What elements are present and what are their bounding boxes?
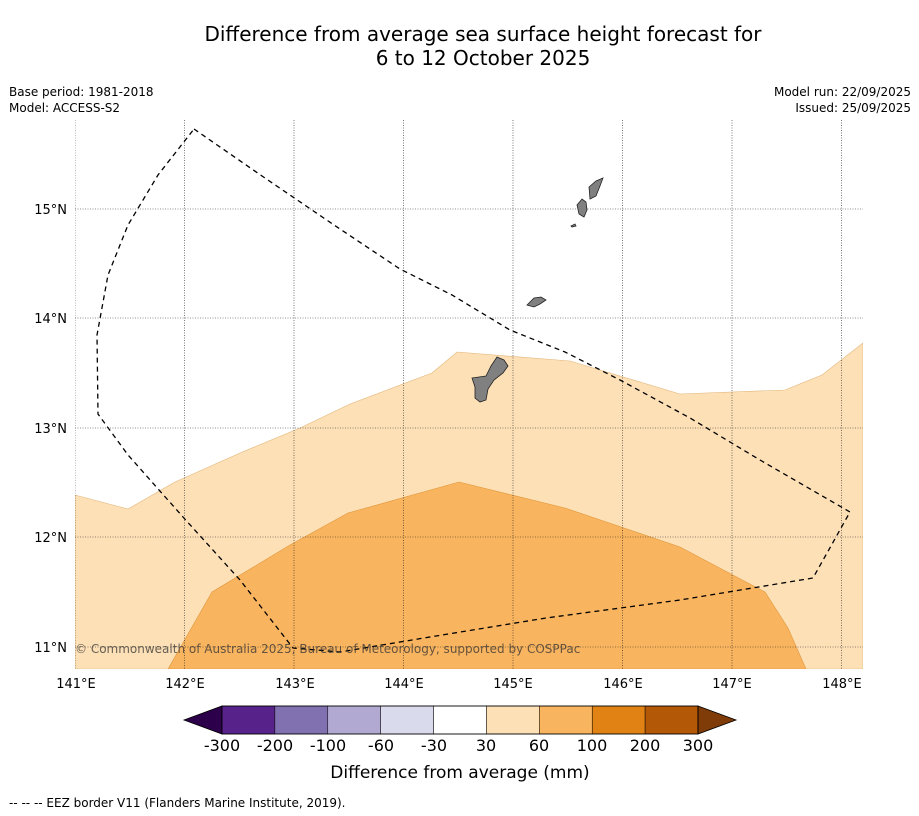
colorbar-segment [539, 705, 593, 735]
colorbar-tick-label: -300 [204, 736, 240, 755]
issued-date: Issued: 25/09/2025 [795, 101, 911, 115]
lon-tick-label: 144°E [384, 677, 424, 692]
lon-tick-label: 145°E [493, 677, 533, 692]
colorbar-tick-label: -100 [310, 736, 346, 755]
colorbar-tick-label: -30 [421, 736, 447, 755]
lon-ticks: 141°E 142°E 143°E 144°E 145°E 146°E 147°… [56, 677, 862, 692]
colorbar-tick-label: 200 [630, 736, 661, 755]
map-area [75, 120, 863, 669]
colorbar-over-arrow [697, 705, 738, 735]
colorbar-tick-label: -200 [257, 736, 293, 755]
copyright-notice: © Commonwealth of Australia 2025, Bureau… [75, 642, 580, 656]
colorbar-ticks: -300 -200 -100 -60 -30 30 60 100 200 300 [204, 736, 713, 755]
colorbar-segment [380, 705, 434, 735]
lat-tick-label: 11°N [34, 641, 67, 656]
lat-tick-label: 14°N [34, 312, 67, 327]
colorbar-tick-label: 100 [577, 736, 608, 755]
island-guam [471, 356, 509, 403]
islands [471, 177, 604, 403]
meta-right: Model run: 22/09/2025 Issued: 25/09/2025 [774, 84, 911, 116]
lon-tick-label: 148°E [822, 677, 862, 692]
model-run: Model run: 22/09/2025 [773, 85, 911, 99]
colorbar-segment [221, 705, 276, 735]
island-saipan [588, 177, 604, 200]
lon-tick-label: 141°E [56, 677, 96, 692]
base-period: Base period: 1981-2018 [9, 85, 154, 99]
colorbar-segment [591, 705, 646, 735]
footer-legend: -- -- -- EEZ border V11 (Flanders Marine… [9, 796, 346, 810]
island-aguijan [570, 223, 577, 228]
colorbar-segment [274, 705, 329, 735]
chart-title: Difference from average sea surface heig… [0, 22, 919, 70]
colorbar-tick-label: -60 [368, 736, 394, 755]
lon-tick-label: 146°E [603, 677, 643, 692]
lon-tick-label: 142°E [165, 677, 205, 692]
graticule [75, 120, 863, 669]
colorbar-segment [644, 705, 699, 735]
lat-tick-label: 13°N [34, 422, 67, 437]
colorbar-tick-label: 30 [476, 736, 496, 755]
eez-border [96, 128, 851, 653]
lat-tick-label: 15°N [34, 203, 67, 218]
title-line-2: 6 to 12 October 2025 [375, 46, 591, 70]
lon-tick-label: 143°E [275, 677, 315, 692]
lat-tick-label: 12°N [34, 531, 67, 546]
colorbar-segment [486, 705, 540, 735]
title-line-1: Difference from average sea surface heig… [204, 22, 762, 46]
colorbar-segment [433, 705, 487, 735]
colorbar-tick-label: 60 [529, 736, 549, 755]
colorbar [182, 705, 738, 735]
colorbar-segments [221, 705, 699, 735]
colorbar-under-arrow [182, 705, 223, 735]
colorbar-tick-label: 300 [683, 736, 714, 755]
colorbar-label: Difference from average (mm) [330, 763, 589, 783]
colorbar-segment [327, 705, 381, 735]
lat-ticks: 11°N 12°N 13°N 14°N 15°N [34, 203, 67, 656]
island-rota [526, 296, 547, 308]
island-tinian [576, 198, 588, 218]
anomaly-fill-60-100 [167, 481, 807, 669]
meta-left: Base period: 1981-2018 Model: ACCESS-S2 [9, 84, 154, 116]
lon-tick-label: 147°E [712, 677, 752, 692]
model-name: Model: ACCESS-S2 [9, 101, 121, 115]
